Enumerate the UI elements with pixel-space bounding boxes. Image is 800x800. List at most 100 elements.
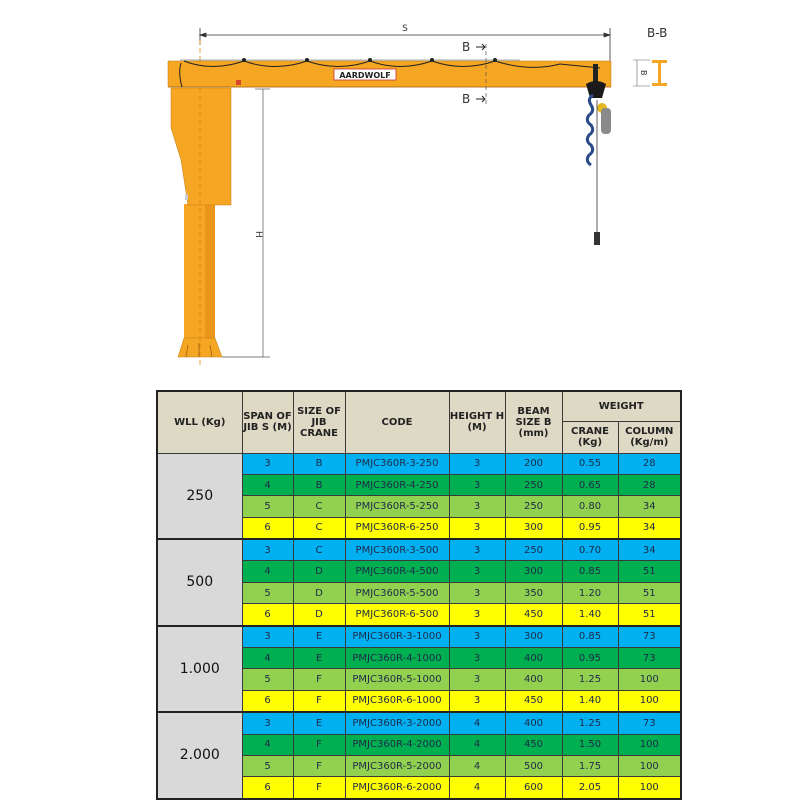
- beam-cross-section: [633, 59, 667, 87]
- size-cell: F: [292, 754, 346, 778]
- code-cell: PMJC360R-6-500: [344, 603, 450, 627]
- code-cell: PMJC360R-4-1000: [344, 647, 450, 670]
- section-title: B-B: [647, 26, 667, 40]
- code-cell: PMJC360R-4-250: [344, 473, 450, 497]
- column-cell: 51: [617, 560, 682, 583]
- span-cell: 5: [241, 754, 294, 778]
- span-cell: 6: [241, 689, 294, 714]
- size-cell: F: [292, 668, 346, 691]
- beam-cell: 250: [504, 473, 563, 497]
- crane-cell: 1.75: [561, 754, 619, 778]
- column-cell: 34: [617, 495, 682, 518]
- crane-cell: 0.85: [561, 560, 619, 583]
- span-cell: 5: [241, 668, 294, 691]
- size-cell: B: [292, 473, 346, 497]
- size-cell: D: [292, 560, 346, 583]
- table-row: 500 3 C PMJC360R-3-500 3 250 0.70 34: [156, 538, 682, 627]
- header-height: HEIGHT H (M): [448, 390, 506, 454]
- column-cell: 73: [617, 647, 682, 670]
- size-cell: C: [292, 516, 346, 541]
- table-row: 4 E PMJC360R-4-1000 3 400 0.95 73: [157, 647, 682, 670]
- section-marker-top: B: [462, 40, 470, 54]
- beam-cell: 450: [504, 689, 563, 714]
- column-cell: 51: [617, 581, 682, 605]
- span-cell: 6: [241, 776, 294, 800]
- size-cell: D: [292, 581, 346, 605]
- table-row: 5 C PMJC360R-5-250 3 250 0.80 34: [157, 495, 682, 518]
- column-cell: 51: [617, 603, 682, 627]
- crane-cell: 1.20: [561, 581, 619, 605]
- span-cell: 3: [241, 625, 294, 649]
- column-cell: 73: [617, 625, 682, 649]
- specification-table: WLL (Kg) SPAN OF JIB S (M) SIZE OF JIB C…: [156, 390, 683, 800]
- size-cell: D: [292, 603, 346, 627]
- table-row: 4 F PMJC360R-4-2000 4 450 1.50 100: [157, 733, 682, 756]
- beam-cell: 300: [504, 516, 563, 541]
- table-row: 6 F PMJC360R-6-2000 4 600 2.05 100: [157, 776, 682, 800]
- header-code: CODE: [344, 390, 450, 454]
- beam-cell: 600: [504, 776, 563, 800]
- header-span: SPAN OF JIB S (M): [241, 390, 294, 454]
- crane-column: [170, 87, 232, 358]
- code-cell: PMJC360R-3-250: [344, 452, 450, 475]
- crane-cell: 0.80: [561, 495, 619, 518]
- crane-cell: 0.95: [561, 647, 619, 670]
- crane-cell: 2.05: [561, 776, 619, 800]
- height-cell: 3: [448, 473, 506, 497]
- span-cell: 5: [241, 495, 294, 518]
- crane-cell: 1.40: [561, 689, 619, 714]
- size-cell: F: [292, 733, 346, 756]
- beam-cell: 400: [504, 647, 563, 670]
- beam-cell: 250: [504, 538, 563, 562]
- height-cell: 4: [448, 754, 506, 778]
- code-cell: PMJC360R-6-1000: [344, 689, 450, 714]
- electric-hoist: [585, 64, 611, 245]
- code-cell: PMJC360R-6-2000: [344, 776, 450, 800]
- code-cell: PMJC360R-5-2000: [344, 754, 450, 778]
- span-cell: 6: [241, 516, 294, 541]
- size-cell: C: [292, 495, 346, 518]
- height-cell: 3: [448, 625, 506, 649]
- code-cell: PMJC360R-4-2000: [344, 733, 450, 756]
- beam-cell: 450: [504, 603, 563, 627]
- table-row: 6 C PMJC360R-6-250 3 300 0.95 34: [157, 516, 682, 541]
- column-cell: 28: [617, 452, 682, 475]
- table-row: 6 D PMJC360R-6-500 3 450 1.40 51: [157, 603, 682, 627]
- height-cell: 3: [448, 495, 506, 518]
- span-cell: 5: [241, 581, 294, 605]
- height-cell: 3: [448, 689, 506, 714]
- section-marker-bottom: B: [462, 92, 470, 106]
- height-cell: 3: [448, 581, 506, 605]
- arrow-right-icon: [476, 43, 486, 51]
- crane-cell: 1.25: [561, 711, 619, 735]
- table-row: 5 D PMJC360R-5-500 3 350 1.20 51: [157, 581, 682, 605]
- height-cell: 3: [448, 560, 506, 583]
- arrow-right-icon: [476, 95, 486, 103]
- section-dim-label: B: [639, 70, 648, 76]
- span-cell: 4: [241, 473, 294, 497]
- beam-cell: 450: [504, 733, 563, 756]
- wll-cell: 1.000: [156, 625, 243, 714]
- beam-cell: 200: [504, 452, 563, 475]
- beam-cell: 250: [504, 495, 563, 518]
- column-cell: 100: [617, 754, 682, 778]
- span-cell: 4: [241, 733, 294, 756]
- crane-cell: 1.50: [561, 733, 619, 756]
- height-cell: 3: [448, 452, 506, 475]
- wll-cell: 2.000: [156, 711, 243, 800]
- header-beam: BEAM SIZE B (mm): [504, 390, 563, 454]
- span-cell: 3: [241, 538, 294, 562]
- header-size: SIZE OF JIB CRANE: [292, 390, 346, 454]
- column-cell: 73: [617, 711, 682, 735]
- beam-cell: 400: [504, 711, 563, 735]
- table-row: 5 F PMJC360R-5-1000 3 400 1.25 100: [157, 668, 682, 691]
- table-row: 5 F PMJC360R-5-2000 4 500 1.75 100: [157, 754, 682, 778]
- code-cell: PMJC360R-5-1000: [344, 668, 450, 691]
- size-cell: C: [292, 538, 346, 562]
- span-cell: 6: [241, 603, 294, 627]
- table-row: 6 F PMJC360R-6-1000 3 450 1.40 100: [157, 689, 682, 714]
- height-cell: 4: [448, 776, 506, 800]
- height-cell: 3: [448, 668, 506, 691]
- height-cell: 3: [448, 538, 506, 562]
- table-row: 1.000 3 E PMJC360R-3-1000 3 300 0.85 73: [156, 625, 682, 714]
